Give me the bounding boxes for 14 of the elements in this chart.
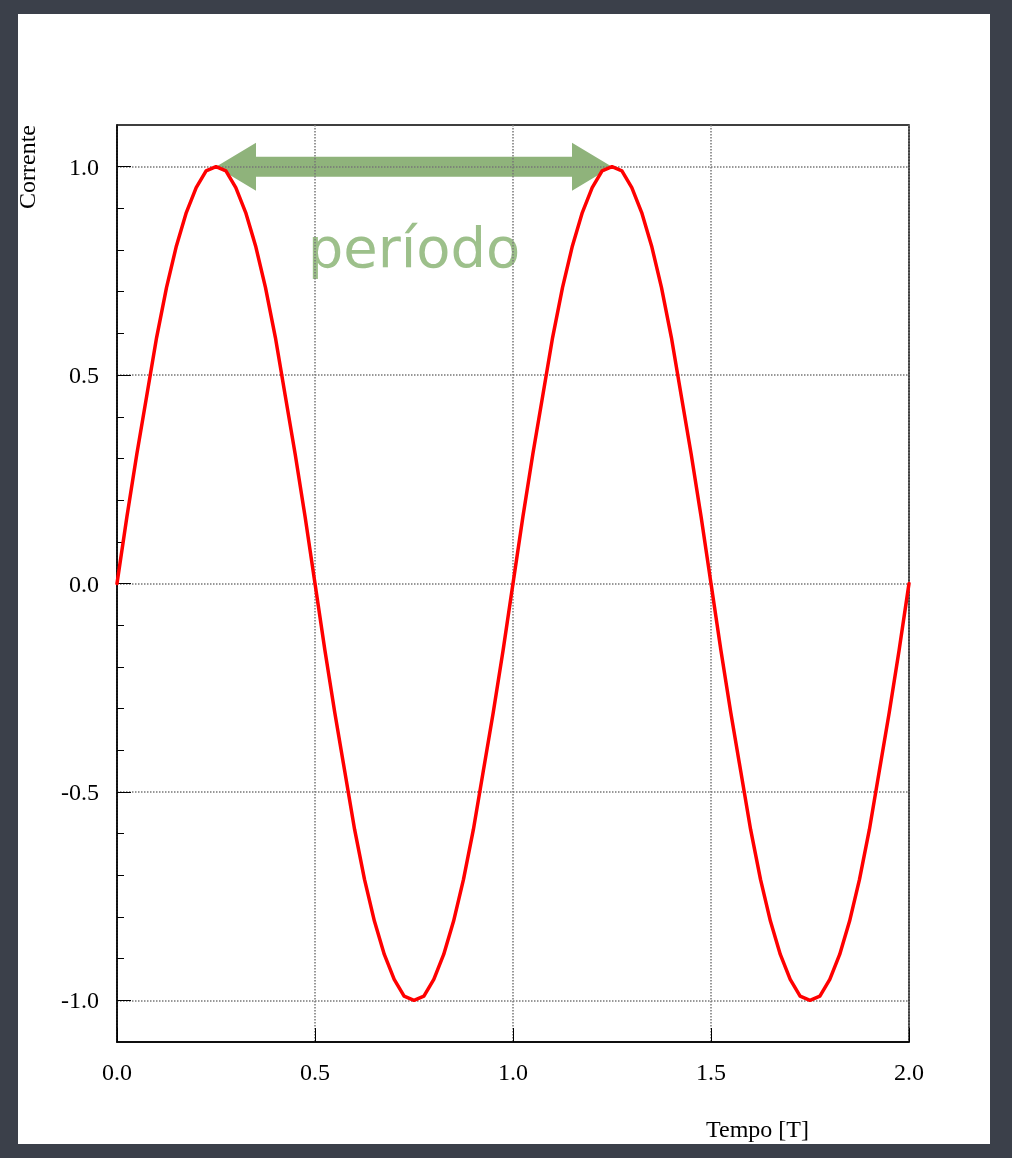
- x-tick-label: 0.0: [102, 1059, 132, 1085]
- x-tick-label: 1.5: [696, 1059, 726, 1085]
- x-axis-title: Tempo [T]: [706, 1116, 809, 1142]
- annotation: período: [307, 214, 521, 280]
- x-tick-label: 2.0: [894, 1059, 924, 1085]
- y-axis-title: Corrente: [14, 125, 40, 209]
- x-tick-label: 0.5: [300, 1059, 330, 1085]
- y-tick-label: -1.0: [61, 987, 99, 1014]
- y-tick-label: -0.5: [61, 778, 99, 805]
- line-series: [115, 164, 911, 1003]
- y-tick-label: 0.0: [69, 570, 99, 597]
- y-tick-label: 1.0: [69, 153, 99, 180]
- y-tick-label: 0.5: [69, 362, 99, 389]
- x-tick-label: 1.0: [498, 1059, 528, 1085]
